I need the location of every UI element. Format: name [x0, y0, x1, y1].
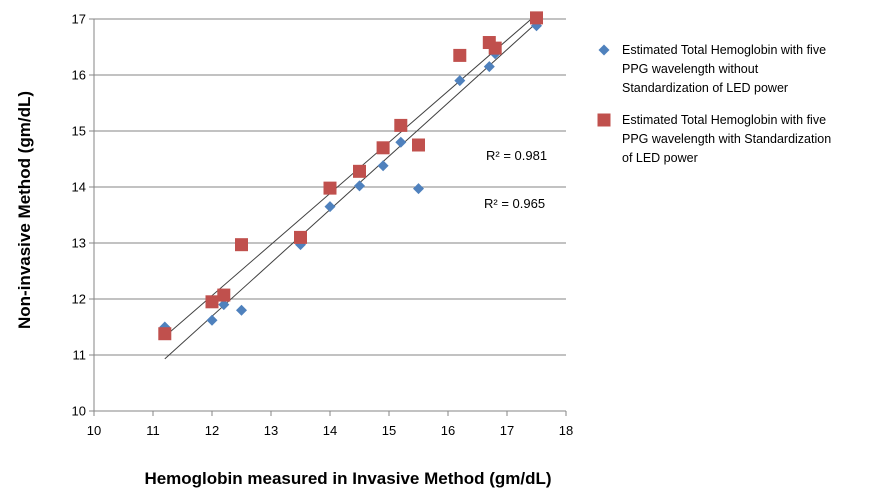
- gridlines: [94, 18, 566, 412]
- data-point-series-2: [294, 230, 307, 244]
- data-point-series-2: [217, 288, 231, 302]
- x-axis-title: Hemoglobin measured in Invasive Method (…: [144, 469, 551, 488]
- legend-label-line: PPG wavelength without: [622, 62, 759, 76]
- data-point-series-1: [377, 160, 389, 172]
- data-point-series-2: [488, 41, 502, 55]
- y-tick-label: 10: [72, 404, 86, 419]
- legend-label-line: Estimated Total Hemoglobin with five: [622, 43, 826, 57]
- legend-label-line: of LED power: [622, 151, 698, 165]
- x-tick-label: 11: [146, 423, 160, 438]
- data-point-series-1: [395, 136, 407, 148]
- data-point-series-2: [376, 141, 390, 155]
- data-point-series-1: [324, 201, 336, 213]
- legend-marker-series-1: [598, 44, 610, 56]
- data-point-series-1: [413, 183, 424, 195]
- x-tick-label: 15: [382, 423, 396, 438]
- data-point-series-2: [235, 238, 248, 252]
- x-tick-label: 14: [323, 423, 337, 438]
- y-tick-label: 16: [72, 68, 86, 83]
- data-point-series-2: [353, 164, 366, 178]
- r2-label-series-1: R² = 0.965: [484, 196, 545, 211]
- x-tick-label: 10: [87, 423, 101, 438]
- data-point-series-2: [394, 118, 408, 132]
- axes: [89, 18, 567, 416]
- data-point-series-2: [158, 327, 172, 341]
- y-tick-label: 12: [72, 292, 86, 307]
- y-axis-title: Non-invasive Method (gm/dL): [15, 91, 34, 329]
- labels: 10 11 12 13 14 15 16 17 10 11 12 13 14 15 16 17 18 R² = 0…: [15, 12, 573, 489]
- data-point-series-1: [483, 61, 495, 73]
- legend-entry-series-1: Estimated Total Hemoglobin with five PPG …: [598, 43, 826, 95]
- data-point-series-2: [205, 295, 219, 309]
- y-tick-label: 15: [72, 124, 86, 139]
- y-tick-label: 11: [73, 348, 87, 363]
- data-point-series-1: [454, 75, 466, 87]
- data-point-series-2: [412, 138, 425, 152]
- legend-label-line: Standardization of LED power: [622, 81, 788, 95]
- legend-entry-series-2: Estimated Total Hemoglobin with five PPG …: [597, 113, 831, 165]
- data-point-series-2: [530, 11, 543, 25]
- data-point-series-2: [323, 181, 337, 195]
- x-tick-label: 16: [441, 423, 455, 438]
- legend: Estimated Total Hemoglobin with five PPG …: [597, 43, 831, 165]
- r2-label-series-2: R² = 0.981: [486, 148, 547, 163]
- data-point-series-1: [236, 304, 247, 316]
- y-tick-label: 17: [72, 12, 86, 27]
- data-points: [158, 11, 543, 341]
- data-point-series-1: [206, 314, 218, 326]
- x-tick-label: 18: [559, 423, 573, 438]
- data-point-series-2: [453, 48, 467, 62]
- y-tick-label: 13: [72, 236, 86, 251]
- legend-marker-series-2: [597, 113, 611, 127]
- x-tick-label: 12: [205, 423, 219, 438]
- trendline-series-2: [164, 14, 537, 337]
- legend-label-line: PPG wavelength with Standardization: [622, 132, 831, 146]
- x-tick-label: 17: [500, 423, 514, 438]
- data-point-series-1: [218, 299, 230, 311]
- legend-label-line: Estimated Total Hemoglobin with five: [622, 113, 826, 127]
- y-tick-label: 14: [72, 180, 86, 195]
- trendline-series-1: [164, 22, 537, 360]
- x-tick-label: 13: [264, 423, 278, 438]
- data-point-series-1: [354, 180, 365, 192]
